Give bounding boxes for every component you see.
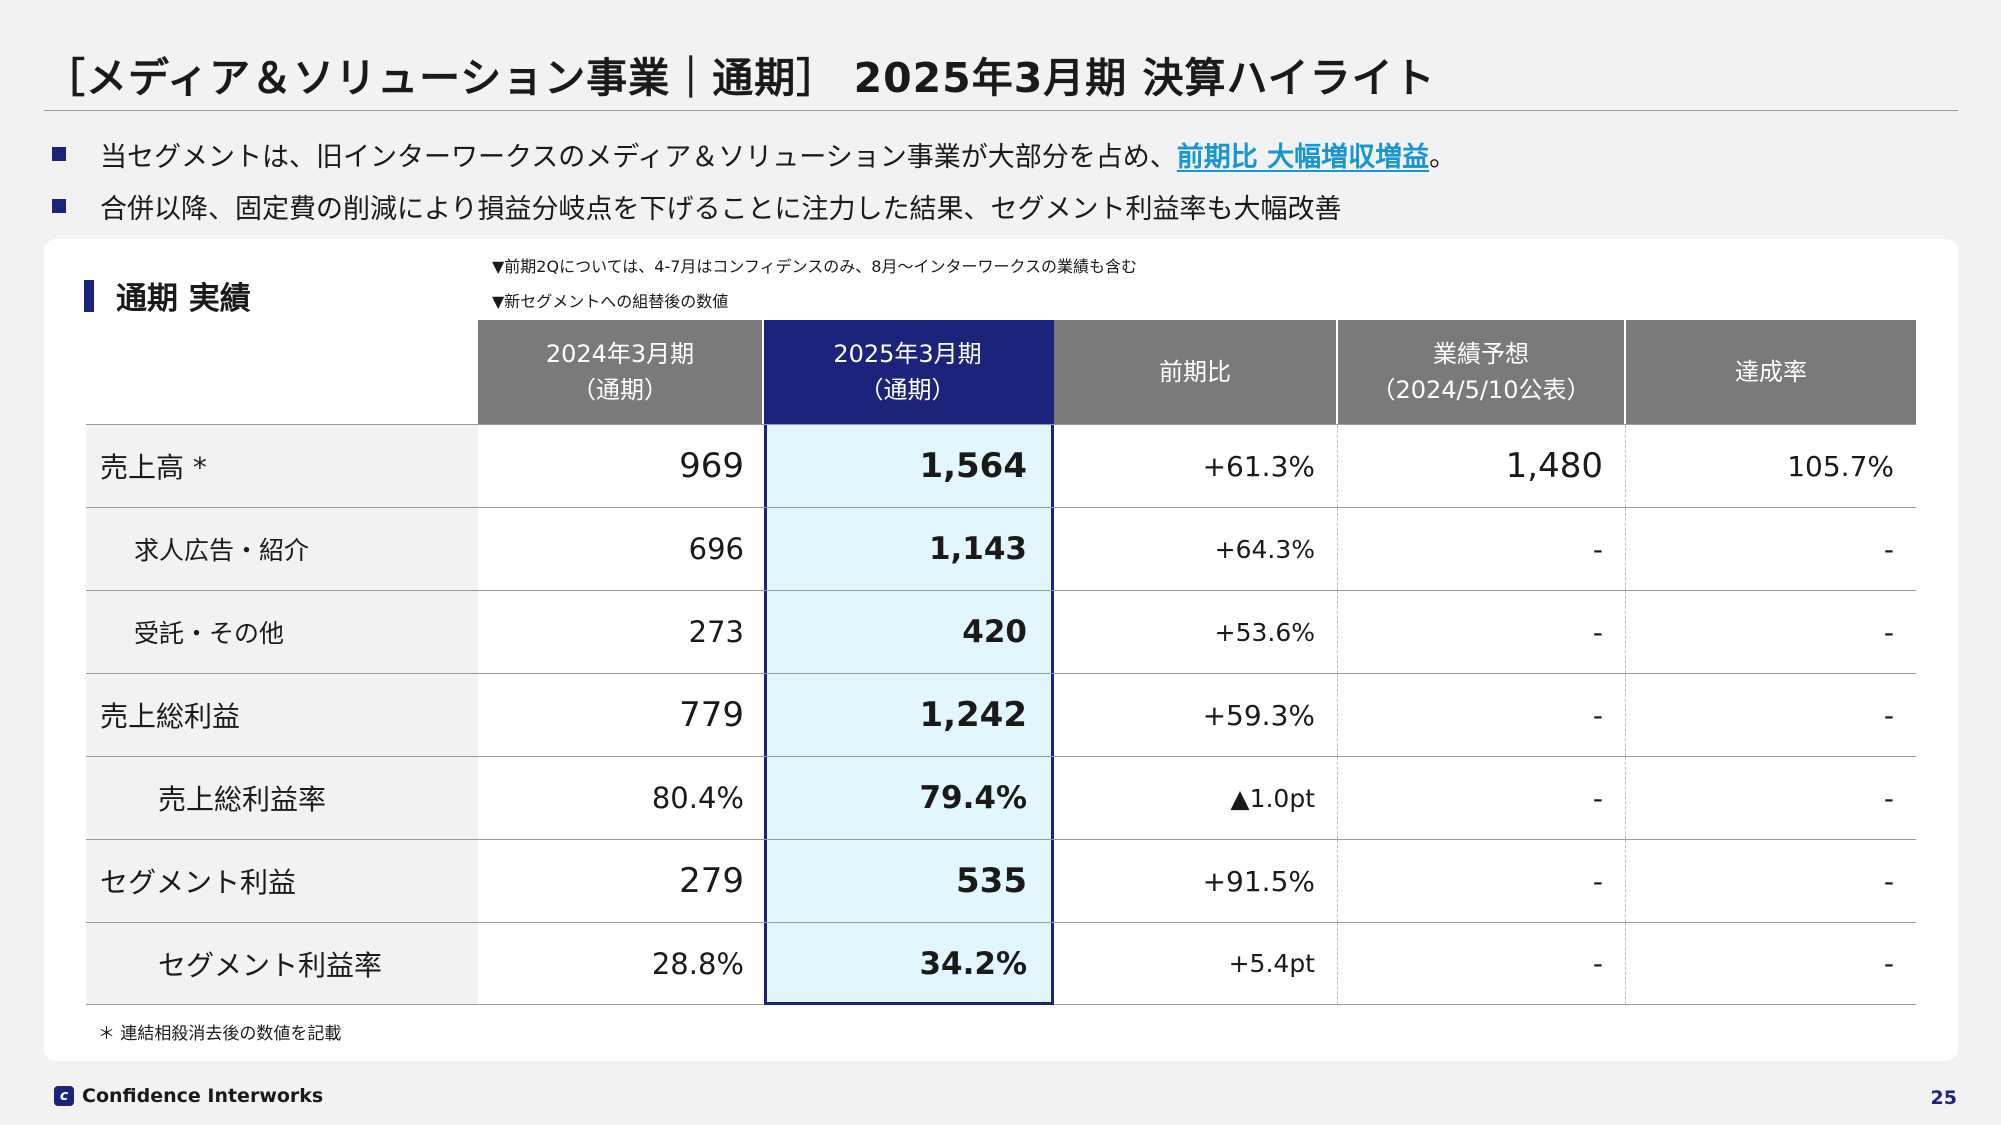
forecast-value: -: [1338, 508, 1626, 590]
achievement-value: -: [1883, 698, 1894, 732]
forecast-value: -: [1338, 591, 1626, 673]
current-value: 34.2%: [764, 923, 1054, 1004]
section-label: 通期 実績: [84, 273, 251, 318]
achievement-value: -: [1883, 947, 1894, 980]
yoy-value: +53.6%: [1054, 591, 1338, 673]
table-row: 求人広告・紹介 696 1,143 +64.3% - -: [86, 507, 1916, 590]
current-value: 1,143: [764, 508, 1054, 590]
forecast-value: -: [1338, 674, 1626, 756]
company-name: Confidence Interworks: [82, 1085, 324, 1107]
company-logo: c Confidence Interworks: [54, 1085, 323, 1107]
achievement-value: -: [1883, 615, 1894, 649]
bullet-item: 当セグメントは、旧インターワークスのメディア＆ソリューション事業が大部分を占め、…: [52, 128, 1456, 180]
row-label: セグメント利益率: [86, 923, 478, 1004]
forecast-value: -: [1338, 923, 1626, 1004]
achievement-value: -: [1883, 781, 1894, 815]
forecast-value: -: [1338, 757, 1626, 839]
prev-value: 696: [688, 532, 744, 566]
prev-value: 273: [688, 615, 744, 649]
table-note: ▼新セグメントへの組替後の数値: [492, 292, 729, 311]
page-number: 25: [1930, 1087, 1957, 1109]
current-value: 420: [764, 591, 1054, 673]
yoy-value: +59.3%: [1054, 674, 1338, 756]
prev-value: 969: [679, 446, 744, 486]
row-label: 受託・その他: [86, 591, 478, 673]
row-label: セグメント利益: [86, 840, 478, 922]
row-label: 求人広告・紹介: [86, 508, 478, 590]
bullet-highlight: 前期比 大幅増収増益: [1176, 141, 1430, 173]
section-bar-marker: [84, 279, 94, 312]
table-row: 売上総利益 779 1,242 +59.3% - -: [86, 673, 1916, 756]
current-value: 79.4%: [764, 757, 1054, 839]
table-row: 売上高 * 969 1,564 +61.3% 1,480 105.7%: [86, 424, 1916, 507]
current-value: 535: [764, 840, 1054, 922]
logo-mark-icon: c: [54, 1086, 74, 1106]
title-divider: [44, 110, 1958, 111]
row-label: 売上総利益: [86, 674, 478, 756]
forecast-value: -: [1338, 840, 1626, 922]
header-line: （通期）: [859, 376, 956, 404]
row-label: 売上高 *: [86, 425, 478, 507]
header-line: （2024/5/10公表）: [1371, 376, 1591, 404]
prev-value: 80.4%: [651, 781, 744, 815]
header-line: 2024年3月期: [545, 340, 695, 368]
results-card: 通期 実績 ▼前期2Qについては、4-7月はコンフィデンスのみ、8月～インターワ…: [44, 239, 1958, 1061]
header-current-year: 2025年3月期 （通期）: [764, 320, 1054, 424]
header-line: 前期比: [1159, 358, 1231, 386]
table-header-row: 2024年3月期 （通期） 2025年3月期 （通期） 前期比 業績予想 （20…: [86, 320, 1916, 424]
bullet-item: 合併以降、固定費の削減により損益分岐点を下げることに注力した結果、セグメント利益…: [52, 180, 1456, 232]
table-note: ▼前期2Qについては、4-7月はコンフィデンスのみ、8月～インターワークスの業績…: [492, 257, 1137, 276]
table-row: 売上総利益率 80.4% 79.4% ▲1.0pt - -: [86, 756, 1916, 839]
current-column-bottom-border: [764, 1002, 1054, 1005]
header-forecast: 業績予想 （2024/5/10公表）: [1338, 320, 1626, 424]
table-row: セグメント利益 279 535 +91.5% - -: [86, 839, 1916, 922]
prev-value: 279: [679, 861, 744, 901]
header-yoy: 前期比: [1054, 320, 1338, 424]
prev-value: 779: [679, 695, 744, 735]
yoy-value: +5.4pt: [1054, 923, 1338, 1004]
header-prev-year: 2024年3月期 （通期）: [478, 320, 764, 424]
section-label-text: 通期 実績: [116, 281, 251, 317]
yoy-value: +91.5%: [1054, 840, 1338, 922]
header-line: 2025年3月期: [833, 340, 982, 368]
current-value: 1,242: [764, 674, 1054, 756]
yoy-value: ▲1.0pt: [1054, 757, 1338, 839]
square-bullet-icon: [52, 199, 66, 213]
header-line: 業績予想: [1433, 340, 1529, 368]
achievement-value: -: [1883, 864, 1894, 898]
yoy-value: +64.3%: [1054, 508, 1338, 590]
bullet-list: 当セグメントは、旧インターワークスのメディア＆ソリューション事業が大部分を占め、…: [52, 128, 1456, 232]
achievement-value: 105.7%: [1787, 449, 1894, 483]
current-value: 1,564: [764, 425, 1054, 507]
row-label: 売上総利益率: [86, 757, 478, 839]
table-row: セグメント利益率 28.8% 34.2% +5.4pt - -: [86, 922, 1916, 1005]
bullet-text: 合併以降、固定費の削減により損益分岐点を下げることに注力した結果、セグメント利益…: [100, 193, 1342, 225]
achievement-value: -: [1883, 532, 1894, 566]
square-bullet-icon: [52, 147, 66, 161]
yoy-value: +61.3%: [1054, 425, 1338, 507]
table-row: 受託・その他 273 420 +53.6% - -: [86, 590, 1916, 673]
prev-value: 28.8%: [651, 946, 744, 981]
header-line: 達成率: [1735, 358, 1807, 386]
header-achievement: 達成率: [1626, 320, 1916, 424]
header-line: （通期）: [572, 376, 668, 404]
footnote: ＊ 連結相殺消去後の数値を記載: [98, 1024, 342, 1044]
bullet-text: 当セグメントは、旧インターワークスのメディア＆ソリューション事業が大部分を占め、: [100, 141, 1177, 173]
bullet-suffix: 。: [1429, 141, 1457, 173]
page-title: ［メディア＆ソリューション事業｜通期］ 2025年3月期 決算ハイライト: [44, 54, 1436, 102]
results-table: 2024年3月期 （通期） 2025年3月期 （通期） 前期比 業績予想 （20…: [86, 320, 1916, 1005]
header-blank: [86, 320, 478, 424]
forecast-value: 1,480: [1338, 425, 1626, 507]
